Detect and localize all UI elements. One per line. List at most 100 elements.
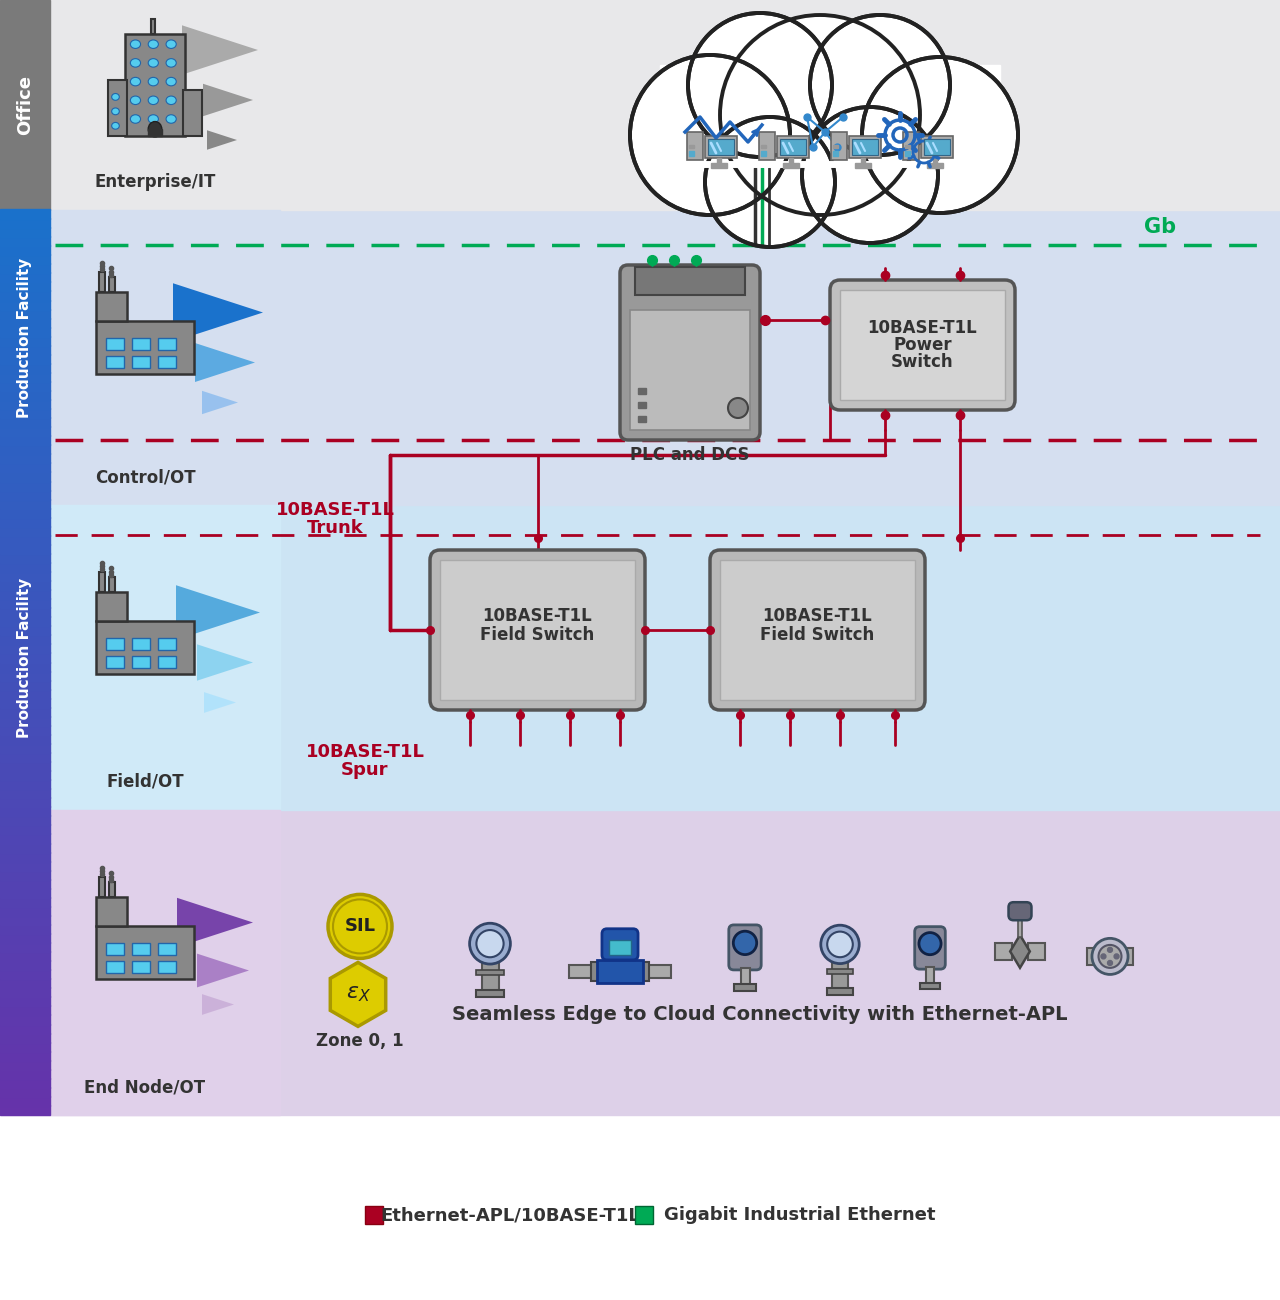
Bar: [902, 133, 919, 160]
Bar: [0, 797, 50, 807]
Bar: [827, 988, 852, 994]
Bar: [0, 399, 50, 410]
Bar: [637, 387, 646, 394]
FancyBboxPatch shape: [602, 928, 637, 959]
Circle shape: [861, 57, 1018, 213]
Bar: [0, 689, 50, 698]
Polygon shape: [207, 130, 237, 150]
Text: 10BASE-T1L: 10BASE-T1L: [275, 500, 394, 519]
Bar: [924, 139, 950, 155]
Bar: [0, 317, 50, 328]
Bar: [0, 0, 50, 211]
Bar: [0, 716, 50, 725]
Bar: [183, 90, 202, 136]
Ellipse shape: [148, 58, 159, 68]
Polygon shape: [202, 391, 238, 415]
Bar: [50, 810, 280, 1115]
Text: $\varepsilon_X$: $\varepsilon_X$: [346, 984, 370, 1005]
Bar: [159, 638, 177, 650]
Ellipse shape: [111, 94, 119, 100]
Bar: [132, 961, 150, 972]
Bar: [106, 638, 124, 650]
Bar: [759, 133, 774, 160]
Bar: [832, 949, 849, 992]
Bar: [0, 1032, 50, 1043]
Bar: [0, 218, 50, 227]
Bar: [132, 638, 150, 650]
Circle shape: [728, 398, 748, 419]
Bar: [0, 372, 50, 382]
Bar: [630, 309, 750, 430]
Bar: [0, 281, 50, 291]
Circle shape: [690, 14, 831, 156]
Bar: [643, 962, 649, 982]
Ellipse shape: [131, 114, 141, 124]
Ellipse shape: [131, 58, 141, 68]
Bar: [0, 897, 50, 907]
Bar: [0, 888, 50, 898]
Bar: [148, 129, 161, 136]
FancyBboxPatch shape: [915, 927, 946, 970]
Text: Gigabit Industrial Ethernet: Gigabit Industrial Ethernet: [664, 1206, 936, 1225]
Bar: [852, 139, 878, 155]
Bar: [159, 656, 177, 668]
Bar: [687, 133, 703, 160]
Bar: [0, 481, 50, 490]
Bar: [0, 1105, 50, 1115]
Ellipse shape: [166, 58, 177, 68]
Bar: [106, 356, 124, 368]
Text: End Node/OT: End Node/OT: [84, 1078, 206, 1096]
Bar: [0, 472, 50, 481]
Bar: [0, 504, 1280, 810]
Bar: [0, 751, 50, 762]
Bar: [635, 1206, 653, 1225]
Bar: [0, 264, 50, 273]
Circle shape: [803, 107, 938, 243]
Bar: [0, 255, 50, 264]
Ellipse shape: [166, 40, 177, 48]
Bar: [905, 151, 910, 156]
Ellipse shape: [166, 77, 177, 86]
FancyBboxPatch shape: [1009, 902, 1032, 920]
Bar: [0, 598, 50, 608]
Circle shape: [719, 16, 920, 214]
Bar: [591, 962, 598, 982]
Bar: [0, 308, 50, 318]
Bar: [0, 806, 50, 816]
Bar: [762, 146, 765, 148]
Circle shape: [1098, 945, 1121, 968]
Bar: [0, 698, 50, 707]
Text: Gb: Gb: [1144, 217, 1176, 237]
Polygon shape: [177, 898, 253, 948]
Bar: [50, 211, 280, 504]
Bar: [0, 1041, 50, 1052]
Text: Field Switch: Field Switch: [760, 627, 874, 644]
Circle shape: [1107, 948, 1112, 953]
Bar: [1087, 948, 1105, 965]
Text: Production Facility: Production Facility: [18, 257, 32, 417]
Polygon shape: [197, 954, 250, 988]
Ellipse shape: [148, 96, 159, 104]
Bar: [735, 984, 755, 991]
Bar: [109, 79, 127, 136]
Bar: [0, 1069, 50, 1079]
Bar: [0, 326, 50, 337]
Bar: [0, 227, 50, 237]
Bar: [0, 552, 50, 563]
Bar: [125, 34, 184, 136]
Bar: [0, 760, 50, 771]
Bar: [0, 363, 50, 373]
Bar: [0, 861, 50, 871]
Bar: [710, 162, 727, 168]
Bar: [0, 1060, 50, 1070]
Bar: [741, 968, 750, 988]
Bar: [0, 507, 50, 517]
Bar: [927, 162, 943, 168]
Bar: [159, 356, 177, 368]
Bar: [99, 876, 105, 897]
Bar: [0, 842, 50, 853]
Bar: [861, 159, 865, 164]
Bar: [637, 416, 646, 422]
Bar: [0, 879, 50, 889]
Bar: [0, 580, 50, 590]
